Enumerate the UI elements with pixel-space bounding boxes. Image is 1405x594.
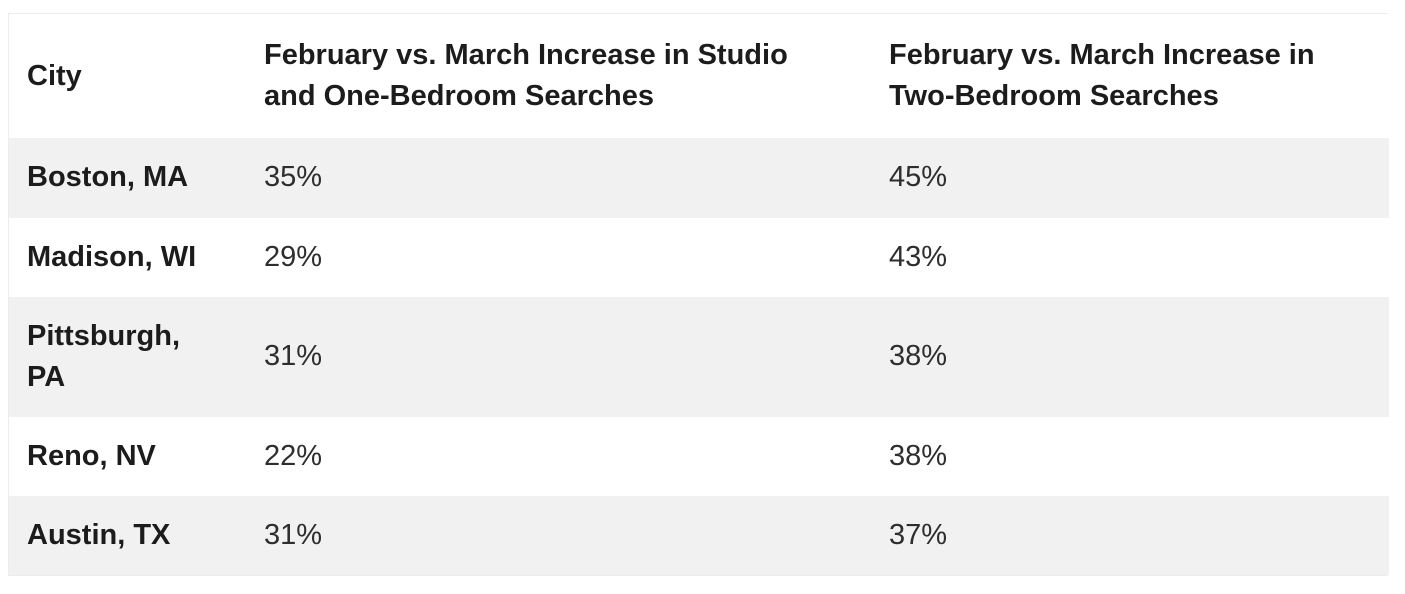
table-row-boston: Boston, MA 35% 45% bbox=[9, 138, 1389, 218]
studio-one-bedroom-value-cell: 35% bbox=[264, 161, 323, 194]
rental-search-increase-table: City February vs. March Increase in Stud… bbox=[9, 14, 1389, 576]
column-header-two-bedroom-increase: February vs. March Increase in Two-Bedro… bbox=[871, 14, 1389, 139]
search-increase-table-container: City February vs. March Increase in Stud… bbox=[8, 13, 1389, 577]
two-bedroom-value-cell: 38% bbox=[889, 440, 948, 473]
two-bedroom-value-cell: 43% bbox=[889, 240, 948, 273]
city-cell: Madison, WI bbox=[27, 240, 197, 273]
city-cell: Austin, TX bbox=[27, 519, 171, 552]
table-row-madison: Madison, WI 29% 43% bbox=[9, 217, 1389, 297]
studio-one-bedroom-value-cell: 31% bbox=[264, 340, 323, 373]
studio-one-bedroom-value-cell: 31% bbox=[264, 519, 323, 552]
header-row: City February vs. March Increase in Stud… bbox=[9, 14, 1389, 139]
column-header-city: City bbox=[9, 14, 246, 139]
column-header-studio-one-bedroom-increase: February vs. March Increase in Studio an… bbox=[246, 14, 871, 139]
city-cell: Reno, NV bbox=[27, 440, 156, 473]
table-row-reno: Reno, NV 22% 38% bbox=[9, 417, 1389, 497]
studio-one-bedroom-value-cell: 22% bbox=[264, 440, 323, 473]
table-row-pittsburgh: Pittsburgh, PA 31% 38% bbox=[9, 296, 1389, 418]
city-cell: Pittsburgh, PA bbox=[27, 319, 181, 393]
studio-one-bedroom-value-cell: 29% bbox=[264, 240, 323, 273]
city-cell: Boston, MA bbox=[27, 161, 189, 194]
two-bedroom-value-cell: 37% bbox=[889, 519, 948, 552]
table-row-austin: Austin, TX 31% 37% bbox=[9, 496, 1389, 576]
two-bedroom-value-cell: 38% bbox=[889, 340, 948, 373]
two-bedroom-value-cell: 45% bbox=[889, 161, 948, 194]
